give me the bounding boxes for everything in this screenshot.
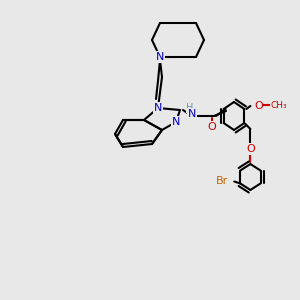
Text: CH₃: CH₃	[270, 100, 287, 109]
Text: O: O	[254, 101, 263, 111]
Text: O: O	[246, 144, 255, 154]
Text: O: O	[208, 122, 216, 132]
Text: N: N	[154, 103, 162, 113]
Text: Br: Br	[216, 176, 228, 187]
Text: N: N	[188, 109, 196, 119]
Text: N: N	[172, 117, 180, 127]
Text: N: N	[156, 52, 164, 62]
Text: H: H	[186, 103, 194, 113]
